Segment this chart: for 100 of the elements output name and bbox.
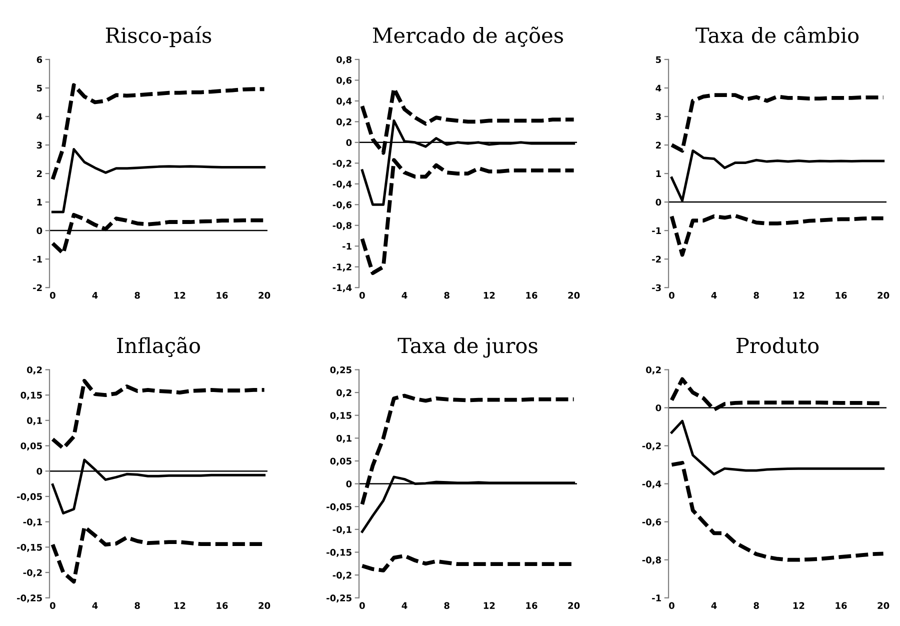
- y-tick-label: -0,05: [17, 493, 42, 502]
- x-tick-label: 4: [711, 292, 717, 299]
- y-tick-label: -2: [33, 284, 42, 292]
- y-tick-label: 1: [656, 170, 661, 177]
- x-tick-label: 0: [359, 292, 365, 299]
- y-tick-label: -1: [652, 227, 661, 234]
- line-series: [360, 394, 576, 506]
- y-tick-label: 3: [656, 113, 661, 120]
- chart-title: Taxa de juros: [398, 337, 538, 358]
- y-tick-label: 0: [656, 404, 662, 412]
- x-tick-label: 12: [174, 602, 186, 609]
- line-series: [670, 420, 885, 476]
- y-tick-label: -0,6: [332, 201, 352, 210]
- x-tick-label: 12: [484, 602, 495, 609]
- x-tick-label: 16: [526, 602, 538, 609]
- y-tick-label: 0: [656, 198, 662, 206]
- y-tick-label: 0,2: [26, 366, 42, 374]
- y-tick-label: 0: [346, 139, 352, 146]
- chart-title: Produto: [736, 337, 819, 354]
- y-tick-label: 0,8: [336, 56, 352, 64]
- y-tick-label: 0,15: [20, 392, 42, 400]
- y-tick-label: 0,2: [336, 389, 352, 398]
- y-tick-label: -1,2: [332, 264, 352, 272]
- x-tick-label: 16: [216, 602, 228, 609]
- y-tick-label: 0: [36, 227, 42, 234]
- x-tick-label: 0: [668, 292, 674, 299]
- y-tick-label: 0,05: [20, 442, 42, 450]
- x-tick-label: 0: [359, 602, 365, 609]
- x-tick-label: 4: [711, 602, 717, 609]
- x-tick-label: 8: [444, 602, 450, 609]
- x-tick-label: 16: [216, 292, 228, 299]
- line-series: [50, 378, 266, 450]
- chart-title: Taxa de câmbio: [696, 26, 859, 44]
- x-tick-label: 20: [568, 602, 580, 609]
- x-tick-label: 8: [134, 292, 140, 299]
- chart-title: Inflação: [117, 336, 200, 358]
- y-tick-label: 0,1: [26, 417, 42, 426]
- x-tick-label: 8: [754, 602, 759, 609]
- x-tick-label: 0: [50, 292, 56, 299]
- y-tick-label: -2: [652, 256, 661, 263]
- y-tick-label: 0: [346, 480, 352, 488]
- x-tick-label: 8: [134, 602, 140, 609]
- y-tick-label: -1,4: [332, 284, 352, 292]
- x-tick-label: 0: [50, 602, 56, 609]
- y-tick-label: 0,6: [336, 76, 352, 85]
- x-tick-label: 20: [258, 602, 270, 609]
- y-tick-label: -0,4: [332, 180, 352, 189]
- line-series: [670, 460, 886, 562]
- x-tick-label: 12: [174, 292, 186, 299]
- x-tick-label: 4: [92, 602, 98, 609]
- x-tick-label: 4: [402, 292, 408, 299]
- line-series: [360, 476, 576, 533]
- x-tick-label: 8: [444, 292, 450, 299]
- x-tick-label: 20: [878, 602, 890, 609]
- y-tick-label: 2: [36, 170, 42, 177]
- x-tick-label: 16: [836, 292, 847, 299]
- line-series: [51, 148, 266, 214]
- y-tick-label: -0,15: [17, 544, 42, 552]
- y-tick-label: -0,4: [642, 480, 662, 488]
- y-tick-label: -0,1: [23, 518, 42, 527]
- x-tick-label: 4: [92, 292, 98, 299]
- y-tick-label: 0,15: [330, 412, 352, 420]
- y-tick-label: 5: [656, 56, 661, 64]
- y-tick-label: 0: [36, 468, 42, 475]
- x-tick-label: 12: [793, 602, 804, 609]
- y-tick-label: 4: [656, 84, 662, 92]
- x-tick-label: 20: [258, 292, 270, 299]
- y-tick-label: -0,8: [642, 556, 662, 565]
- chart-title: Mercado de ações: [372, 26, 564, 47]
- y-tick-label: 6: [36, 56, 42, 64]
- y-tick-label: -0,8: [332, 222, 352, 230]
- x-tick-label: 8: [754, 292, 759, 299]
- y-tick-label: 0,4: [336, 98, 352, 106]
- y-tick-label: 0,25: [330, 366, 352, 374]
- x-tick-label: 16: [836, 602, 847, 609]
- x-tick-label: 12: [484, 292, 495, 299]
- y-tick-label: 0,2: [336, 118, 352, 126]
- y-tick-label: -1: [33, 256, 42, 263]
- y-tick-label: 1: [37, 198, 42, 206]
- line-series: [670, 214, 886, 257]
- y-tick-label: 0,1: [336, 434, 352, 443]
- y-tick-label: 3: [36, 142, 42, 149]
- y-tick-label: -0,1: [332, 526, 352, 534]
- line-series: [51, 458, 266, 514]
- y-tick-label: -0,25: [17, 594, 42, 603]
- y-tick-label: 2: [656, 142, 661, 148]
- y-tick-label: -0,6: [642, 518, 662, 527]
- line-series: [670, 93, 886, 153]
- x-tick-label: 20: [878, 292, 890, 299]
- y-tick-label: 0,2: [646, 366, 661, 374]
- line-series: [50, 83, 266, 182]
- y-tick-label: -0,2: [642, 442, 661, 450]
- y-tick-label: 5: [36, 84, 42, 92]
- y-tick-label: -0,25: [326, 594, 352, 603]
- line-series: [670, 149, 885, 202]
- y-tick-label: -1: [652, 594, 661, 602]
- chart-title: Risco-país: [106, 26, 212, 48]
- x-tick-label: 4: [402, 602, 408, 609]
- y-tick-label: -0,15: [326, 548, 352, 557]
- x-tick-label: 12: [793, 292, 804, 299]
